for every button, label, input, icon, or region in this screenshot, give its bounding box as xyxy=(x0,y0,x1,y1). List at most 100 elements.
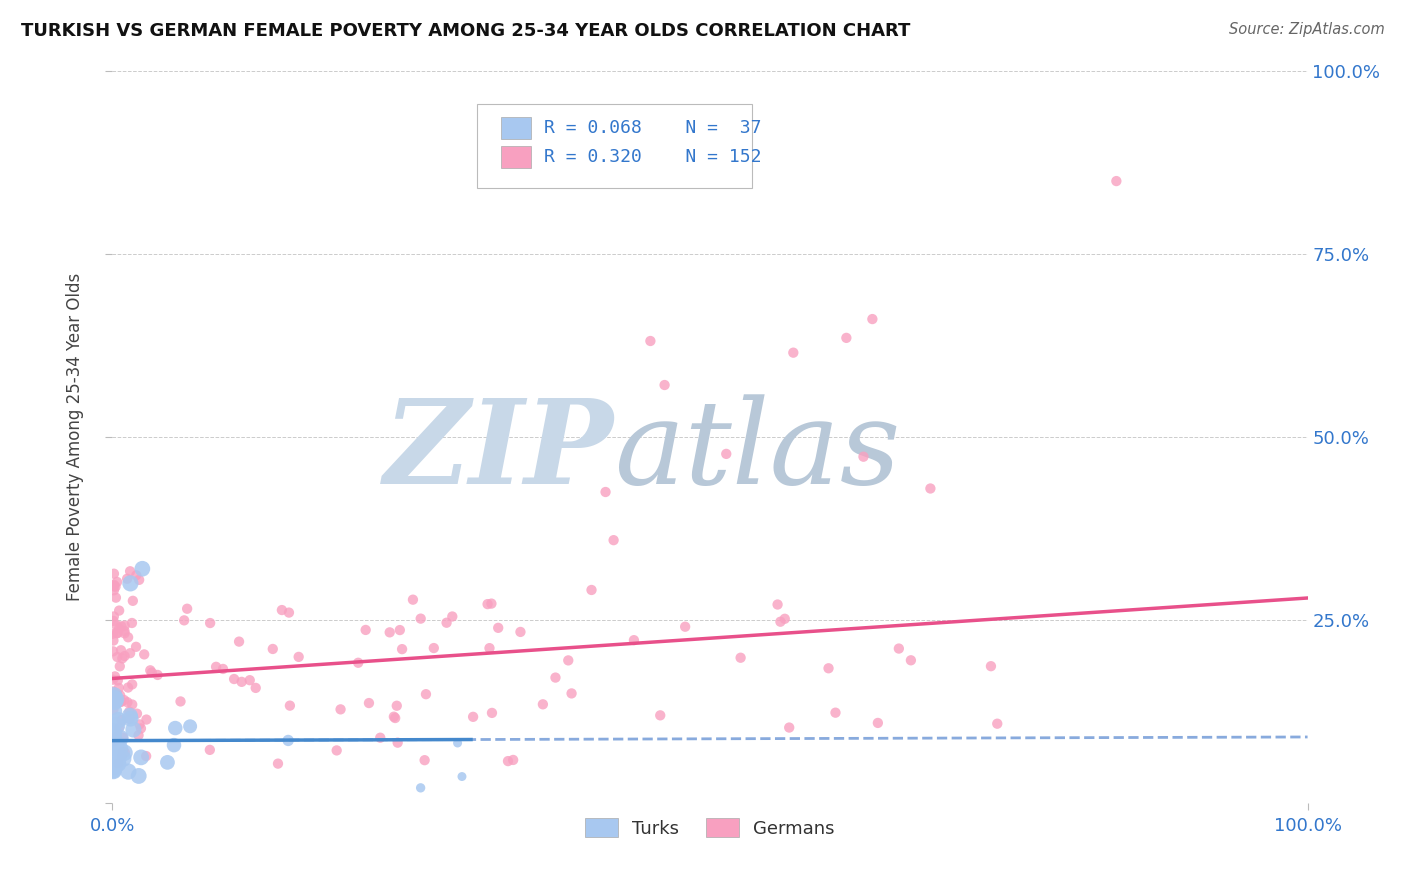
Point xyxy=(108,659,131,673)
FancyBboxPatch shape xyxy=(501,117,531,138)
Point xyxy=(531,698,554,712)
Point xyxy=(103,609,125,624)
Point xyxy=(135,749,157,764)
Point xyxy=(112,693,135,707)
Point xyxy=(114,624,136,638)
Point xyxy=(117,764,139,779)
Point xyxy=(402,592,425,607)
Point xyxy=(357,696,380,710)
Point xyxy=(120,564,142,578)
Point xyxy=(103,579,125,593)
Point xyxy=(117,681,139,695)
Point xyxy=(131,562,153,576)
Point xyxy=(120,646,142,660)
Point xyxy=(900,653,922,667)
Point xyxy=(103,763,125,777)
Point xyxy=(104,591,127,605)
Point xyxy=(115,572,138,586)
Point xyxy=(382,709,405,723)
Point xyxy=(173,613,195,627)
Point xyxy=(103,740,125,755)
Point xyxy=(105,731,128,745)
Point xyxy=(384,711,406,725)
Point xyxy=(111,731,134,745)
Legend: Turks, Germans: Turks, Germans xyxy=(578,811,842,845)
FancyBboxPatch shape xyxy=(477,104,752,188)
Point xyxy=(121,677,143,691)
Point xyxy=(103,727,125,741)
Point xyxy=(111,713,134,727)
Point xyxy=(101,644,124,658)
Point xyxy=(415,687,437,701)
Point xyxy=(103,614,125,628)
Point xyxy=(595,485,617,500)
Point xyxy=(105,626,128,640)
Point xyxy=(103,759,125,773)
Point xyxy=(391,642,413,657)
Point xyxy=(110,695,132,709)
Point xyxy=(103,578,125,592)
Point xyxy=(121,698,143,712)
Point xyxy=(673,620,696,634)
Point xyxy=(835,331,858,345)
Point xyxy=(122,723,145,737)
Point xyxy=(125,706,148,721)
Point xyxy=(114,746,136,760)
Point xyxy=(101,724,124,739)
Point xyxy=(481,706,503,720)
Point xyxy=(103,566,125,581)
Point xyxy=(277,733,299,747)
Point xyxy=(104,694,127,708)
Point xyxy=(163,738,186,752)
Point xyxy=(544,671,567,685)
Point xyxy=(385,698,408,713)
Point xyxy=(129,750,152,764)
Point xyxy=(118,709,141,723)
Point xyxy=(121,594,143,608)
Point xyxy=(278,606,301,620)
Point xyxy=(824,706,846,720)
Point xyxy=(278,698,301,713)
Point xyxy=(231,674,253,689)
Point xyxy=(486,621,509,635)
Point xyxy=(1105,174,1128,188)
Point xyxy=(267,756,290,771)
Point xyxy=(129,722,152,736)
Point xyxy=(198,615,221,630)
Point xyxy=(388,623,411,637)
Point xyxy=(125,640,148,654)
Point xyxy=(128,717,150,731)
Point xyxy=(103,704,125,718)
Point xyxy=(980,659,1002,673)
Point xyxy=(887,641,910,656)
Point xyxy=(104,730,127,744)
Point xyxy=(118,712,141,726)
Point xyxy=(128,769,150,783)
Point xyxy=(108,721,131,735)
Point xyxy=(179,719,201,733)
Point xyxy=(986,716,1008,731)
Point xyxy=(176,601,198,615)
Point xyxy=(101,627,124,641)
Y-axis label: Female Poverty Among 25-34 Year Olds: Female Poverty Among 25-34 Year Olds xyxy=(66,273,84,601)
Point xyxy=(852,450,875,464)
Point xyxy=(325,743,347,757)
Point xyxy=(654,378,676,392)
Point xyxy=(860,312,883,326)
Point xyxy=(114,648,136,663)
Point xyxy=(135,713,157,727)
Point xyxy=(245,681,267,695)
Point xyxy=(103,689,125,703)
Point xyxy=(103,583,125,598)
Point xyxy=(920,482,942,496)
FancyBboxPatch shape xyxy=(501,146,531,168)
Point xyxy=(105,687,128,701)
Point xyxy=(114,626,136,640)
Point xyxy=(101,673,124,687)
Point xyxy=(557,653,579,667)
Point xyxy=(128,573,150,587)
Point xyxy=(114,618,136,632)
Point xyxy=(141,665,163,680)
Point xyxy=(496,754,519,768)
Point xyxy=(110,643,132,657)
